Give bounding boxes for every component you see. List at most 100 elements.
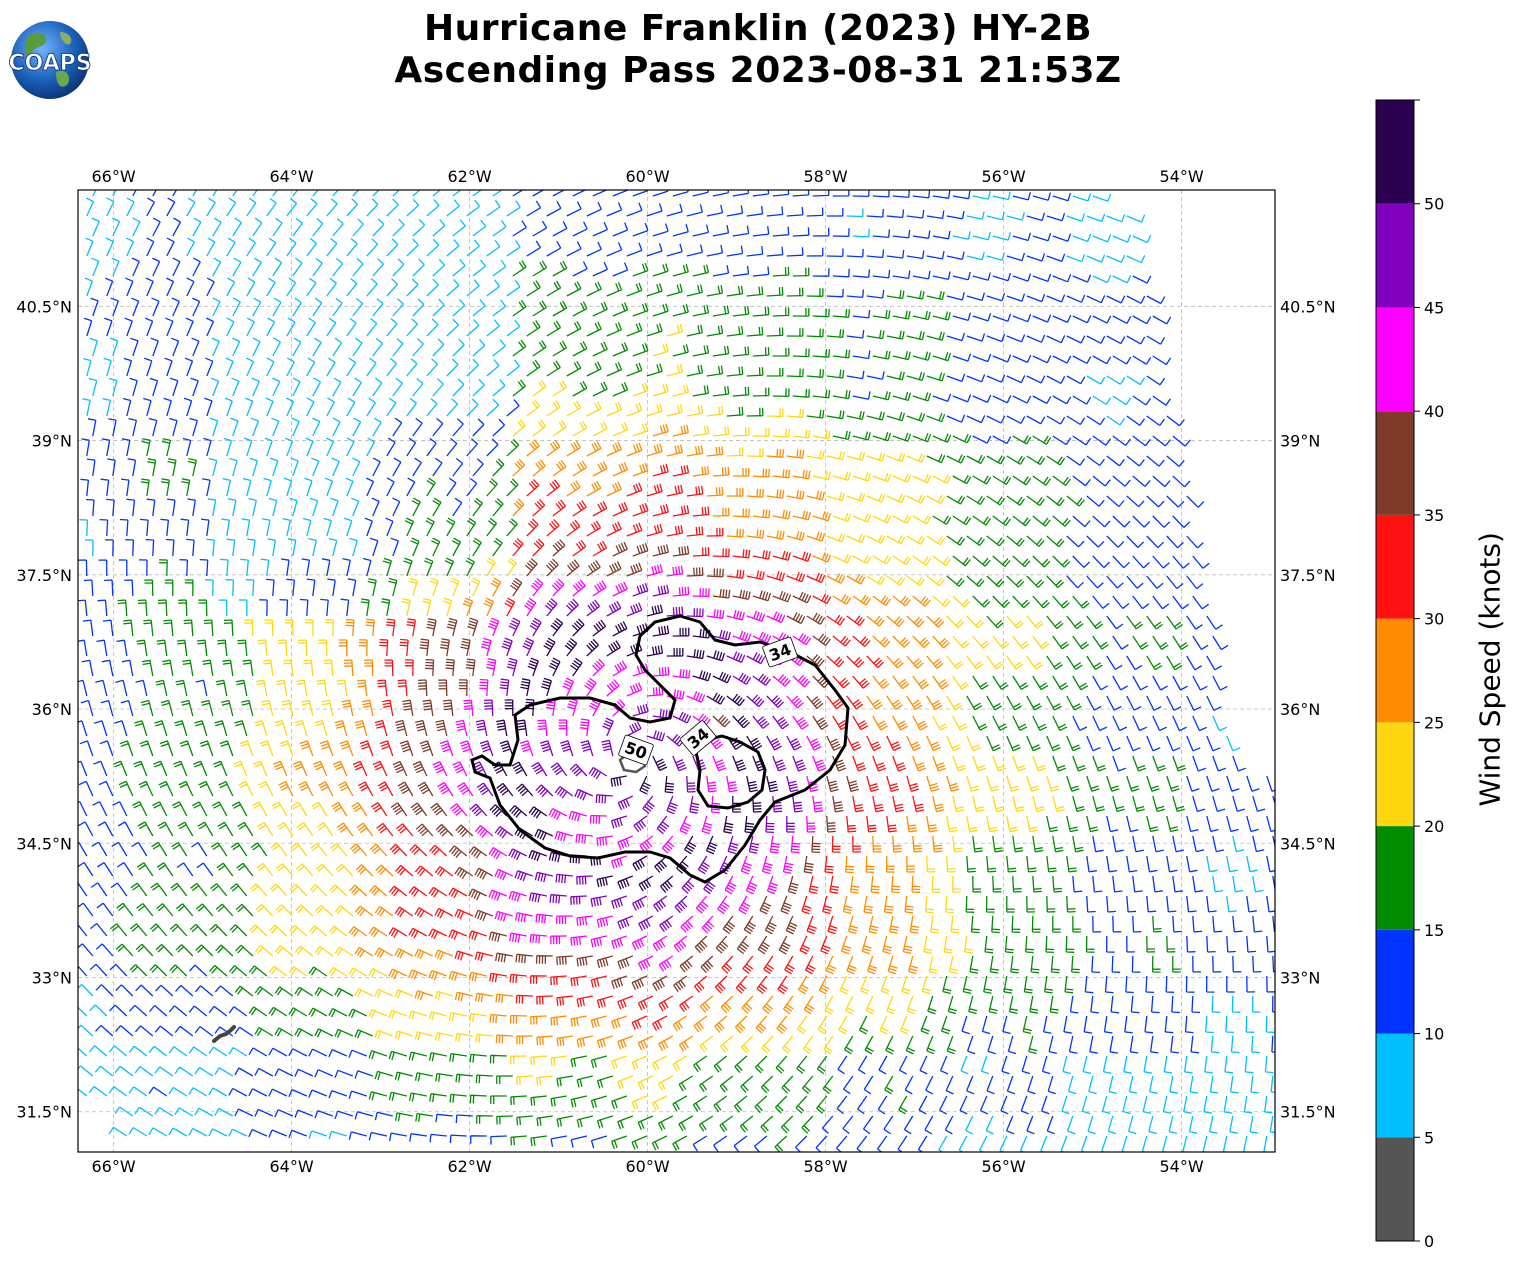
wind-barb [1152,595,1170,610]
wind-barb [1171,995,1180,1014]
wind-barb [428,886,448,898]
wind-barb [1203,1095,1212,1114]
wind-barb [213,760,228,777]
lat-label-right: 39°N [1280,432,1320,451]
wind-barb [552,499,567,517]
wind-barb [352,377,362,397]
wind-barb [109,923,128,937]
wind-barb [766,571,786,582]
logo-text: COAPS [8,51,91,76]
wind-barb [260,558,270,577]
wind-barb [209,964,228,977]
wind-barb [306,277,317,297]
wind-barb [516,1075,533,1085]
wind-barb [432,761,448,777]
wind-barb [706,692,726,705]
wind-barb [489,804,508,817]
wind-barb [532,538,545,557]
wind-barb [228,965,248,977]
wind-barb [1025,935,1034,954]
wind-barb [1186,935,1196,953]
wind-barb [476,1115,493,1124]
wind-barb [1086,895,1096,913]
wind-barb [766,530,785,540]
wind-barb [488,931,507,943]
wind-barb [1026,415,1046,425]
wind-barb [652,303,669,317]
wind-barb [637,955,654,971]
wind-barb [712,507,730,517]
wind-barb [637,1035,654,1051]
wind-barb [492,379,506,397]
wind-barb [1012,273,1032,282]
wind-barb [452,761,468,777]
wind-barb [849,875,860,894]
wind-barb [106,197,115,217]
wind-barb [274,719,288,737]
wind-barb [1126,855,1138,873]
wind-barb [446,358,459,377]
wind-barb [1042,1015,1052,1034]
wind-barb [114,1065,134,1077]
wind-barb [1012,475,1032,486]
wind-barb [87,418,97,437]
wind-barb [296,679,308,697]
wind-barb [454,908,474,920]
wind-barb [152,801,168,817]
wind-barb [892,473,912,483]
wind-barb [860,975,870,995]
wind-barb [78,1006,88,1017]
wind-barb [134,720,148,737]
colorbar-bin [1376,307,1414,412]
wind-barb [352,258,364,277]
wind-barb [346,357,357,377]
wind-barb [906,735,921,752]
wind-barb [679,955,694,973]
wind-barb [199,740,214,757]
wind-barb [149,964,168,977]
wind-barb [526,320,541,337]
wind-barb [1146,735,1161,752]
wind-barb [1006,293,1026,302]
wind-barb [394,1112,413,1122]
wind-barb [286,578,296,597]
wind-barb [792,674,811,688]
wind-barb [1146,495,1165,508]
wind-barb [395,864,414,877]
wind-barb [501,637,513,657]
wind-barb [475,1074,493,1084]
wind-barb [701,815,713,835]
wind-barb [546,519,560,537]
wind-barb [1106,655,1123,671]
wind-barb [947,995,957,1015]
wind-barb [639,775,651,795]
wind-barb [1082,1055,1092,1075]
wind-barb [486,199,501,217]
wind-barb [992,475,1012,486]
wind-barb [115,679,128,697]
wind-barb [430,802,448,817]
wind-barb [872,715,889,731]
wind-barb [856,1135,868,1152]
wind-barb [515,953,533,964]
wind-barb [903,1115,914,1135]
wind-barb [166,197,176,217]
wind-barb [1272,915,1275,933]
wind-barb [1001,1055,1010,1075]
wind-barb [626,282,643,297]
wind-barb [886,209,905,219]
wind-barb [832,349,851,359]
wind-barb [714,1015,728,1033]
wind-barb [150,337,159,357]
wind-barb [446,199,460,217]
wind-barb [435,719,448,737]
lon-label-bottom: 66°W [92,1157,136,1176]
wind-barb [1048,1035,1058,1055]
wind-barb [806,775,819,793]
wind-barb [886,655,904,669]
wind-barb [1046,495,1065,507]
wind-barb [826,288,844,298]
wind-barb [611,1015,628,1030]
wind-barb [646,403,663,417]
wind-barb [886,330,905,340]
